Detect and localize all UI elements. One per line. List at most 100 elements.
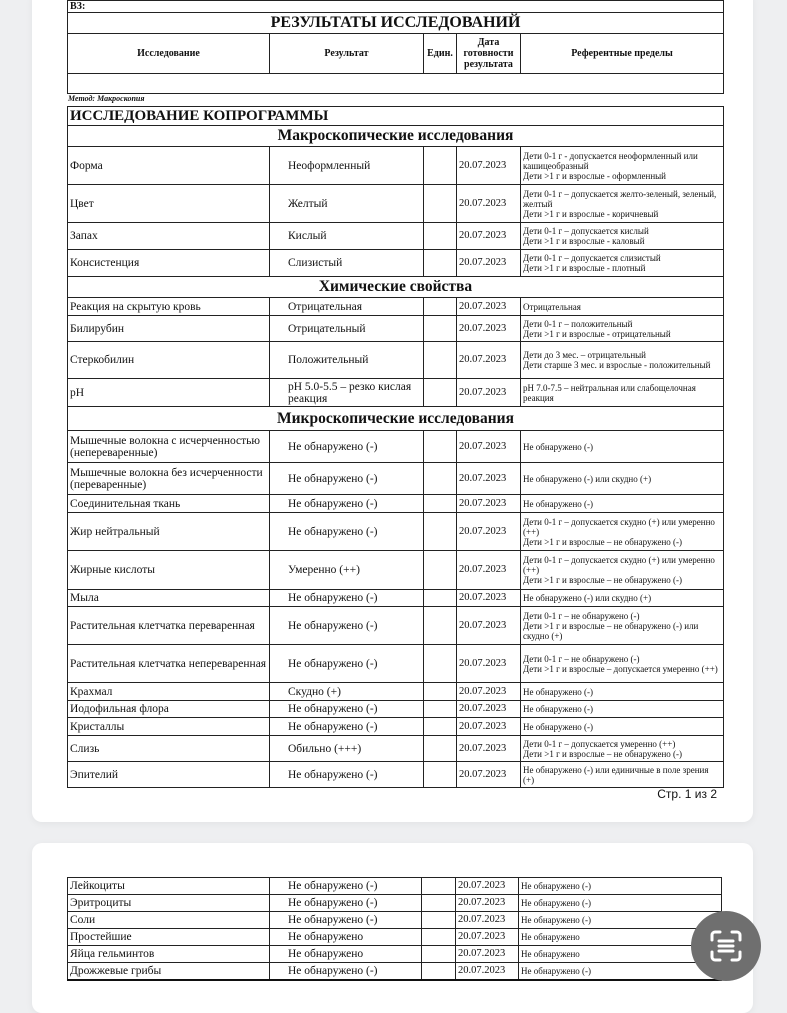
reference-range: Дети 0-1 г – положительный Дети >1 г и в… [520,315,724,342]
table-row: Соли Не обнаружено (-) 20.07.2023 Не обнару… [67,911,722,929]
ready-date: 20.07.2023 [456,315,521,342]
text-scan-button[interactable] [691,911,761,981]
reference-range: Не обнаружено (-) [520,430,724,463]
ready-date: 20.07.2023 [456,184,521,223]
unit-value [423,222,457,250]
results-table-page-2: Лейкоциты Не обнаружено (-) 20.07.2023 Не о… [67,877,722,981]
result-value: Не обнаружено (-) [269,700,424,718]
result-value: Кислый [269,222,424,250]
result-value: Положительный [269,341,424,379]
test-name: Эритроциты [67,894,270,912]
test-name: Реакция на скрытую кровь [67,297,270,316]
ready-date: 20.07.2023 [456,735,521,762]
reference-range: Отрицательная [520,297,724,316]
test-name: Иодофильная флора [67,700,270,718]
text-scan-icon [710,930,742,962]
section-title: Химические свойства [67,276,724,298]
column-header-result: Результат [269,33,424,74]
ready-date: 20.07.2023 [456,682,521,701]
test-name: Консистенция [67,249,270,277]
unit-value [423,550,457,590]
ready-date: 20.07.2023 [456,378,521,407]
result-value: Умеренно (++) [269,550,424,590]
reference-range: Не обнаружено (-) [520,682,724,701]
ready-date: 20.07.2023 [456,341,521,379]
test-name: Соединительная ткань [67,494,270,513]
reference-range: Не обнаружено (-) [520,717,724,736]
unit-value [421,911,456,929]
unit-value [423,315,457,342]
result-value: Не обнаружено (-) [269,589,424,607]
result-value: pH 5.0-5.5 – резко кислая реакция [269,378,424,407]
result-value: Не обнаружено (-) [269,644,424,683]
reference-range: Не обнаружено (-) или скудно (+) [520,462,724,495]
test-name: Кристаллы [67,717,270,736]
reference-range: Дети 0-1 г – допускается желто-зеленый, … [520,184,724,223]
table-row: Стеркобилин Положительный 20.07.2023 Дети д… [67,341,724,379]
table-row: Дрожжевые грибы Не обнаружено (-) 20.07.20… [67,962,722,980]
unit-value [421,894,456,912]
table-row: Слизь Обильно (+++) 20.07.2023 Дети 0-1 г –… [67,735,724,762]
ready-date: 20.07.2023 [456,761,521,788]
table-row: Простейшие Не обнаружено 20.07.2023 Не обна… [67,928,722,946]
test-name: pH [67,378,270,407]
unit-value [421,945,456,963]
result-value: Скудно (+) [269,682,424,701]
reference-range: Дети 0-1 г – допускается кислый Дети >1 … [520,222,724,250]
result-value: Слизистый [269,249,424,277]
empty-row [66,73,725,94]
table-row: Растительная клетчатка переваренная Не об… [67,606,724,645]
unit-value [421,928,456,946]
unit-value [421,962,456,980]
test-name: Эпителий [67,761,270,788]
ready-date: 20.07.2023 [456,644,521,683]
table-row: Кристаллы Не обнаружено (-) 20.07.2023 Не о… [67,717,724,736]
result-value: Не обнаружено (-) [269,462,424,495]
column-header-reference: Референтные пределы [519,33,725,74]
column-header-unit: Един. [423,33,457,74]
page-2: Лейкоциты Не обнаружено (-) 20.07.2023 Не о… [32,843,753,1013]
table-row: Крахмал Скудно (+) 20.07.2023 Не обнаружено… [67,682,724,701]
column-header-date: Дата готовности результата [456,33,521,74]
result-value: Не обнаружено (-) [269,494,424,513]
test-name: Форма [67,146,270,185]
result-value: Не обнаружено (-) [269,717,424,736]
table-row: Жирные кислоты Умеренно (++) 20.07.2023 Дет… [67,550,724,590]
reference-range: Дети 0-1 г – не обнаружено (-) Дети >1 г… [520,644,724,683]
ready-date: 20.07.2023 [455,877,519,895]
table-row: Реакция на скрытую кровь Отрицательная 20.… [67,297,724,316]
reference-range: Дети 0-1 г – допускается умеренно (++) Д… [520,735,724,762]
result-value: Отрицательная [269,297,424,316]
test-name: Соли [67,911,270,929]
reference-range: Не обнаружено (-) или скудно (+) [520,589,724,607]
result-value: Желтый [269,184,424,223]
unit-value [423,606,457,645]
test-name: Яйца гельминтов [67,945,270,963]
reference-range: Дети 0-1 г – допускается скудно (+) или … [520,512,724,551]
unit-value [423,462,457,495]
ready-date: 20.07.2023 [455,945,519,963]
reference-range: Дети 0-1 г – не обнаружено (-) Дети >1 г… [520,606,724,645]
table-row: Запах Кислый 20.07.2023 Дети 0-1 г – допуск… [67,222,724,250]
unit-value [423,761,457,788]
table-row: Эритроциты Не обнаружено (-) 20.07.2023 Не … [67,894,722,912]
result-value: Не обнаружено (-) [269,877,422,895]
table-row: Иодофильная флора Не обнаружено (-) 20.07.… [67,700,724,718]
reference-range: Не обнаружено (-) [520,494,724,513]
ready-date: 20.07.2023 [456,494,521,513]
unit-value [423,494,457,513]
table-row: Соединительная ткань Не обнаружено (-) 20.… [67,494,724,513]
reference-range: Дети до 3 мес. – отрицательный Дети стар… [520,341,724,379]
table-row: Жир нейтральный Не обнаружено (-) 20.07.20… [67,512,724,551]
result-value: Не обнаружено (-) [269,962,422,980]
test-name: Мышечные волокна с исчерченностью (непер… [67,430,270,463]
header-table: ВЗ: РЕЗУЛЬТАТЫ ИССЛЕДОВАНИЙ Исследование… [66,0,725,94]
test-name: Билирубин [67,315,270,342]
test-name: Цвет [67,184,270,223]
table-row: Цвет Желтый 20.07.2023 Дети 0-1 г – допуска… [67,184,724,223]
result-value: Не обнаружено (-) [269,894,422,912]
panel-title: ИССЛЕДОВАНИЕ КОПРОГРАММЫ [67,106,724,126]
result-value: Не обнаружено [269,928,422,946]
ready-date: 20.07.2023 [456,222,521,250]
test-name: Мыла [67,589,270,607]
